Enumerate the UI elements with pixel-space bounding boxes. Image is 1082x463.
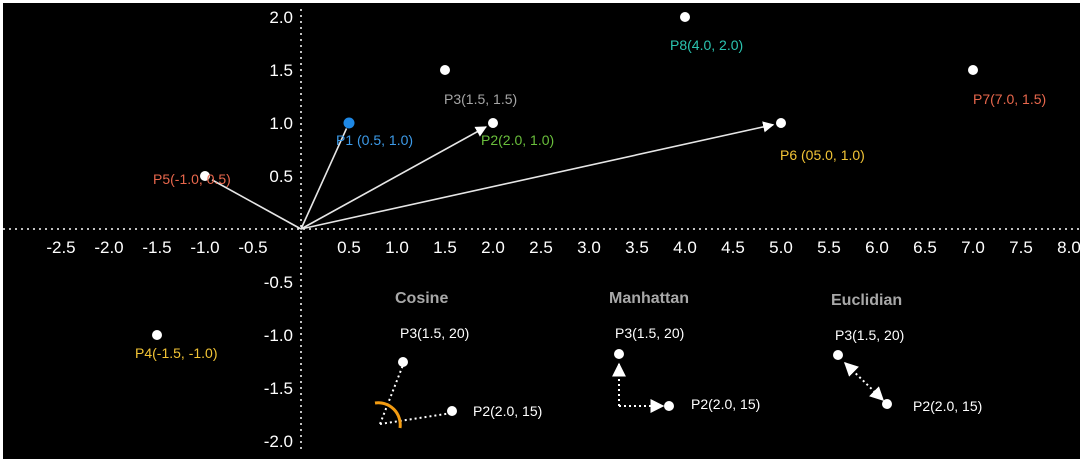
y-tick-label: 0.5 bbox=[269, 167, 293, 186]
metric-title-manhattan: Manhattan bbox=[609, 290, 689, 307]
point-p1 bbox=[343, 117, 355, 129]
x-tick-label: -2.0 bbox=[94, 238, 123, 257]
euclidian-b-label: P2(2.0, 15) bbox=[913, 398, 982, 414]
y-tick-label: -1.5 bbox=[264, 379, 293, 398]
point-label-p6: P6 (05.0, 1.0) bbox=[780, 147, 865, 163]
manhattan-b-label: P2(2.0, 15) bbox=[691, 396, 760, 412]
x-tick-label: 2.5 bbox=[529, 238, 553, 257]
point-label-p3: P3(1.5, 1.5) bbox=[444, 91, 517, 107]
cosine-line-a bbox=[379, 364, 404, 425]
y-tick-label: -2.0 bbox=[264, 432, 293, 451]
point-label-p7: P7(7.0, 1.5) bbox=[973, 91, 1046, 107]
y-tick-label: 2.0 bbox=[269, 8, 293, 27]
point-p4 bbox=[152, 330, 162, 340]
y-tick-label: 1.0 bbox=[269, 114, 293, 133]
manhattan-point-a bbox=[614, 349, 624, 359]
scatter-chart: -2.5 -2.0 -1.5 -1.0 -0.5 0.5 1.0 1.5 2.0 2.5 3.0 3.… bbox=[3, 8, 1080, 453]
vectors bbox=[211, 121, 775, 230]
euclidian-a-label: P3(1.5, 20) bbox=[835, 327, 904, 343]
cosine-point-a bbox=[398, 357, 408, 367]
x-tick-label: 5.5 bbox=[817, 238, 841, 257]
x-tick-label: -1.5 bbox=[142, 238, 171, 257]
point-p7 bbox=[968, 65, 978, 75]
point-p3 bbox=[440, 65, 450, 75]
point-label-p4: P4(-1.5, -1.0) bbox=[135, 345, 217, 361]
point-p8 bbox=[680, 12, 690, 22]
metric-title-cosine: Cosine bbox=[395, 290, 448, 307]
manhattan-a-label: P3(1.5, 20) bbox=[615, 325, 684, 341]
point-label-p8: P8(4.0, 2.0) bbox=[670, 37, 743, 53]
euclidian-point-b bbox=[882, 399, 892, 409]
x-tick-label: 5.0 bbox=[769, 238, 793, 257]
x-tick-label: 0.5 bbox=[337, 238, 361, 257]
x-tick-label: 7.0 bbox=[961, 238, 985, 257]
x-tick-label: -0.5 bbox=[238, 238, 267, 257]
x-tick-label: 7.5 bbox=[1009, 238, 1033, 257]
point-p5 bbox=[200, 171, 210, 181]
y-tick-label: 1.5 bbox=[269, 61, 293, 80]
chart-frame: -2.5 -2.0 -1.5 -1.0 -0.5 0.5 1.0 1.5 2.0 2.5 3.0 3.… bbox=[3, 3, 1080, 459]
metric-title-euclidian: Euclidian bbox=[831, 292, 902, 309]
x-tick-label: -2.5 bbox=[46, 238, 75, 257]
point-label-p2: P2(2.0, 1.0) bbox=[481, 132, 554, 148]
x-tick-label: 6.0 bbox=[865, 238, 889, 257]
vector-p6 bbox=[300, 121, 775, 230]
vector-p5 bbox=[211, 179, 302, 230]
tick-labels: -2.5 -2.0 -1.5 -1.0 -0.5 0.5 1.0 1.5 2.0 2.5 3.0 3.… bbox=[46, 8, 1080, 451]
cosine-a-label: P3(1.5, 20) bbox=[400, 325, 469, 341]
x-tick-label: 2.0 bbox=[481, 238, 505, 257]
euclidian-point-a bbox=[833, 350, 843, 360]
cosine-line-b bbox=[379, 412, 453, 425]
x-tick-label: 3.0 bbox=[577, 238, 601, 257]
point-p2 bbox=[488, 118, 498, 128]
x-tick-label: 3.5 bbox=[625, 238, 649, 257]
manhattan-point-b bbox=[664, 401, 674, 411]
x-tick-label: 8.0 bbox=[1057, 238, 1080, 257]
cosine-angle-arc bbox=[374, 401, 402, 429]
distance-metric-annotations: Cosine P3(1.5, 20) P2(2.0, 15) Manhattan P3(… bbox=[374, 290, 982, 429]
point-label-p1: P1 (0.5, 1.0) bbox=[336, 132, 413, 148]
x-tick-label: 6.5 bbox=[913, 238, 937, 257]
axes bbox=[3, 9, 1080, 453]
y-tick-label: -1.0 bbox=[264, 326, 293, 345]
vector-p1 bbox=[300, 128, 348, 230]
x-tick-label: 1.5 bbox=[433, 238, 457, 257]
x-tick-label: -1.0 bbox=[190, 238, 219, 257]
x-tick-label: 4.0 bbox=[673, 238, 697, 257]
cosine-b-label: P2(2.0, 15) bbox=[473, 403, 542, 419]
points: P1 (0.5, 1.0) P2(2.0, 1.0) P3(1.5, 1.5) P4(… bbox=[135, 12, 1046, 361]
y-tick-label: -0.5 bbox=[264, 273, 293, 292]
point-p6 bbox=[776, 118, 786, 128]
cosine-point-b bbox=[447, 406, 457, 416]
euclidian-line bbox=[843, 362, 885, 401]
x-tick-label: 4.5 bbox=[721, 238, 745, 257]
point-label-p5: P5(-1.0, 0.5) bbox=[153, 171, 231, 187]
x-tick-label: 1.0 bbox=[385, 238, 409, 257]
vector-p2 bbox=[300, 126, 487, 230]
